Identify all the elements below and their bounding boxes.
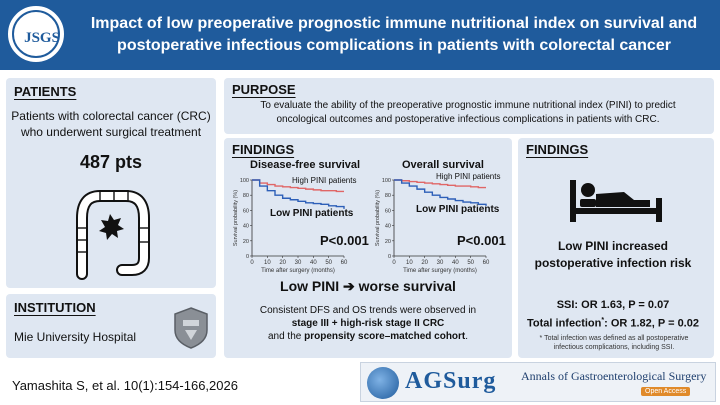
os-x-tick-label: 60 [483,260,490,266]
journal-banner: AGSurg Annals of Gastroenterological Sur… [360,362,716,402]
infection-line-2: postoperative infection risk [534,256,692,270]
dfs-y-axis-label: Survival probability (%) [233,190,239,246]
patients-description: Patients with colorectal cancer (CRC) wh… [6,108,216,140]
journal-acronym: AGSurg [405,368,497,394]
detail-line-3: and the propensity score–matched cohort. [224,330,512,343]
dfs-chart-title: Disease-free survival [250,159,361,171]
purpose-line-1: To evaluate the ability of the preoperat… [260,100,676,111]
infection-stats: SSI: OR 1.63, P = 0.07 Total infection*:… [518,298,708,332]
os-low-pini-curve [394,179,487,206]
patients-count: 487 pts [79,152,143,172]
colon-icon [76,190,150,280]
citation: Yamashita S, et al. 10(1):154-166,2026 [12,378,238,393]
os-y-tick-label: 40 [385,224,391,230]
os-p-value: P<0.001 [457,233,506,248]
dfs-x-tick-label: 40 [310,260,317,266]
infection-line-1: Low PINI increased [557,239,669,253]
os-y-tick-label: 20 [385,239,391,245]
dfs-low-pini-curve [252,179,345,209]
detail-line-1: Consistent DFS and OS trends were observ… [259,305,477,316]
os-x-tick-label: 0 [392,260,396,266]
os-chart-title: Overall survival [402,159,484,171]
findings-infection-panel: FINDINGS Low PINI increased postoperativ… [518,138,714,358]
dfs-y-tick-label: 0 [246,254,249,260]
footnote-line-1: * Total infection was defined as all pos… [539,335,689,342]
os-high-pini-curve [394,179,486,189]
detail-line-2: stage III + high-risk stage II CRC [291,318,445,329]
globe-icon [367,367,399,399]
dfs-x-tick-label: 20 [279,260,286,266]
os-y-tick-label: 60 [385,208,391,214]
dfs-low-pini-label: Low PINI patients [270,208,354,219]
page-title: Impact of low preoperative prognostic im… [76,13,712,57]
detail-line-3-pre: and the [267,331,305,342]
header-banner: JSGS Impact of low preoperative prognost… [0,0,720,70]
findings-infection-heading: FINDINGS [526,142,589,157]
os-x-tick-label: 10 [406,260,413,266]
dfs-x-tick-label: 50 [325,260,332,266]
dfs-x-tick-label: 30 [295,260,302,266]
dfs-x-tick-label: 60 [341,260,348,266]
findings-survival-panel: FINDINGS Disease-free survival Overall s… [224,138,512,358]
patient-in-bed-icon [570,180,662,222]
footnote-line-2: infectious complications, including SSI. [553,344,675,351]
purpose-heading: PURPOSE [232,82,296,97]
total-infection-values: : OR 1.82, P = 0.02 [604,317,699,330]
institution-name: Mie University Hospital [14,330,137,344]
jsgs-logo-ring: JSGS [12,10,60,58]
dfs-x-tick-label: 10 [264,260,271,266]
infection-summary: Low PINI increased postoperative infecti… [518,238,708,272]
total-infection-label: Total infection [527,317,602,330]
patients-line-2: who underwent surgical treatment [20,125,202,139]
dfs-x-axis-label: Time after surgery (months) [261,268,335,274]
infection-footnote: * Total infection was defined as all pos… [526,334,702,352]
os-x-tick-label: 40 [452,260,459,266]
university-emblem-icon [174,307,208,349]
patients-line-1: Patients with colorectal cancer (CRC) [11,109,211,123]
dfs-y-tick-label: 80 [243,193,249,199]
purpose-line-2: oncological outcomes and postoperative i… [276,114,660,125]
os-low-pini-label: Low PINI patients [416,204,500,215]
dfs-high-pini-curve [252,179,344,193]
detail-line-3-post: . [465,331,469,342]
total-infection-asterisk: * [601,317,605,324]
dfs-y-tick-label: 40 [243,224,249,230]
title-line-1: Impact of low preoperative prognostic im… [90,15,698,32]
os-x-tick-label: 50 [467,260,474,266]
dfs-x-tick-label: 0 [250,260,254,266]
survival-detail: Consistent DFS and OS trends were observ… [224,304,512,343]
dfs-p-value: P<0.001 [320,233,369,248]
os-x-axis-label: Time after surgery (months) [403,268,477,274]
title-line-2: postoperative infectious complications i… [117,37,671,54]
os-x-tick-label: 20 [421,260,428,266]
total-infection-result: Total infection*: OR 1.82, P = 0.02 [518,313,708,332]
purpose-description: To evaluate the ability of the preoperat… [234,99,702,127]
findings-survival-heading: FINDINGS [232,142,295,157]
patients-panel: PATIENTS Patients with colorectal cancer… [6,78,216,288]
institution-heading: INSTITUTION [14,300,96,315]
open-access-badge: Open Access [641,387,691,396]
os-y-axis-label: Survival probability (%) [375,190,381,246]
os-high-pini-label: High PINI patients [436,172,501,181]
journal-name: Annals of Gastroenterological Surgery [521,369,707,383]
os-y-tick-label: 0 [388,254,391,260]
dfs-high-pini-label: High PINI patients [292,176,357,185]
dfs-y-tick-label: 60 [243,208,249,214]
survival-summary: Low PINI ➔ worse survival [280,278,456,294]
detail-line-3-bold: propensity score–matched cohort [304,331,466,342]
dfs-y-tick-label: 20 [243,239,249,245]
ssi-result: SSI: OR 1.63, P = 0.07 [556,299,670,311]
purpose-panel: PURPOSE To evaluate the ability of the p… [224,78,714,134]
institution-panel: INSTITUTION Mie University Hospital [6,294,216,358]
jsgs-logo: JSGS [6,4,66,64]
patients-heading: PATIENTS [14,84,77,99]
os-x-tick-label: 30 [437,260,444,266]
dfs-y-tick-label: 100 [240,178,249,184]
os-y-tick-label: 80 [385,193,391,199]
jsgs-logo-text: JSGS [24,30,60,46]
os-y-tick-label: 100 [382,178,391,184]
